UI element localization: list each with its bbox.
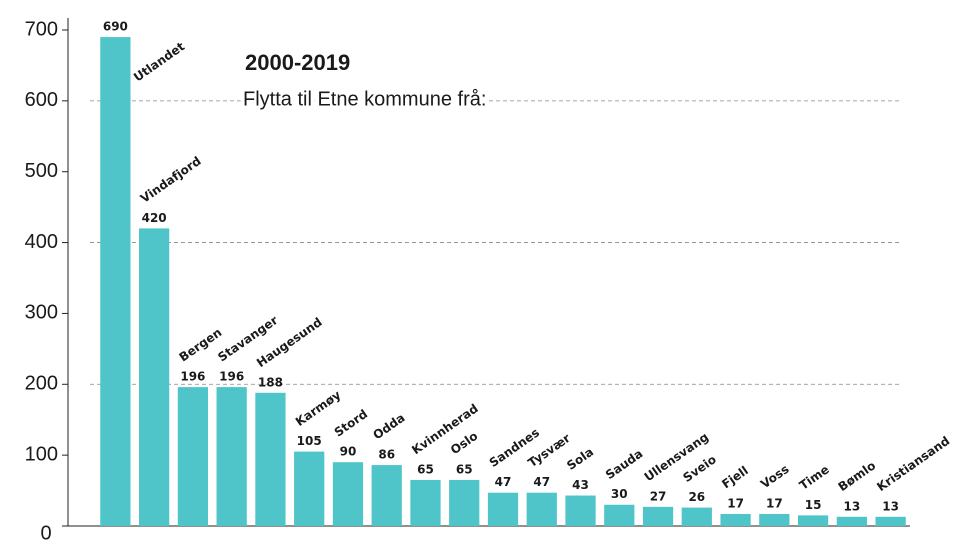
bar bbox=[875, 516, 906, 526]
value-label: 105 bbox=[297, 434, 322, 448]
value-label: 65 bbox=[456, 462, 473, 476]
category-label: Sola bbox=[564, 445, 596, 473]
category-label: Bømlo bbox=[836, 458, 879, 494]
value-label: 196 bbox=[219, 370, 244, 384]
category-label: Oslo bbox=[448, 429, 480, 458]
bar bbox=[681, 507, 712, 526]
category-label: Sauda bbox=[603, 447, 645, 483]
value-label: 26 bbox=[688, 490, 705, 504]
value-label: 13 bbox=[844, 499, 861, 513]
category-label: Utlandet bbox=[131, 39, 187, 84]
value-label: 27 bbox=[650, 489, 667, 503]
bar bbox=[526, 492, 557, 526]
value-label: 13 bbox=[882, 499, 899, 513]
bar bbox=[797, 515, 829, 526]
bar bbox=[565, 495, 596, 526]
y-tick-label: 0 bbox=[40, 522, 51, 540]
bar bbox=[759, 513, 790, 526]
category-label: Kristiansand bbox=[874, 434, 952, 494]
y-tick-label: 500 bbox=[25, 160, 58, 182]
category-label: Stord bbox=[332, 407, 370, 440]
value-label: 17 bbox=[766, 496, 783, 510]
value-label: 47 bbox=[495, 475, 512, 489]
y-tick-label: 700 bbox=[25, 18, 58, 40]
category-label: Vindafjord bbox=[138, 154, 204, 206]
value-label: 30 bbox=[611, 487, 628, 501]
value-label: 15 bbox=[805, 498, 822, 512]
y-tick-label: 600 bbox=[25, 89, 58, 111]
value-label: 17 bbox=[727, 496, 744, 510]
y-tick-label: 300 bbox=[25, 302, 58, 324]
bar bbox=[332, 462, 364, 526]
bar bbox=[100, 37, 131, 526]
value-label: 65 bbox=[417, 462, 434, 476]
bar bbox=[642, 506, 674, 526]
y-tick-label: 400 bbox=[25, 231, 58, 253]
bar bbox=[449, 479, 480, 526]
bar bbox=[255, 392, 286, 526]
bar bbox=[410, 479, 441, 526]
category-label: Fjell bbox=[719, 463, 751, 491]
category-label: Time bbox=[797, 462, 832, 492]
chart-title: 2000-2019 bbox=[245, 50, 350, 75]
chart-subtitle: Flytta til Etne kommune frå: bbox=[243, 88, 486, 110]
value-label: 188 bbox=[258, 375, 283, 389]
bar bbox=[487, 492, 519, 526]
y-tick-label: 100 bbox=[25, 443, 58, 465]
bar bbox=[139, 228, 170, 526]
category-label: Karmøy bbox=[293, 388, 344, 429]
value-label: 90 bbox=[340, 445, 357, 459]
value-label: 43 bbox=[572, 478, 589, 492]
value-label: 196 bbox=[180, 370, 205, 384]
bar bbox=[720, 513, 751, 526]
category-label: Bergen bbox=[177, 325, 225, 364]
value-label: 420 bbox=[142, 211, 167, 225]
y-tick-label: 200 bbox=[25, 373, 58, 395]
bar bbox=[371, 465, 402, 526]
bar bbox=[177, 387, 209, 526]
bar bbox=[604, 504, 635, 526]
value-label: 86 bbox=[378, 448, 395, 462]
category-label: Voss bbox=[758, 462, 792, 491]
bar bbox=[836, 516, 867, 526]
value-label: 47 bbox=[533, 475, 550, 489]
category-label: Odda bbox=[370, 411, 407, 443]
bar bbox=[216, 387, 247, 526]
value-label: 690 bbox=[103, 20, 128, 34]
bar bbox=[294, 451, 325, 526]
